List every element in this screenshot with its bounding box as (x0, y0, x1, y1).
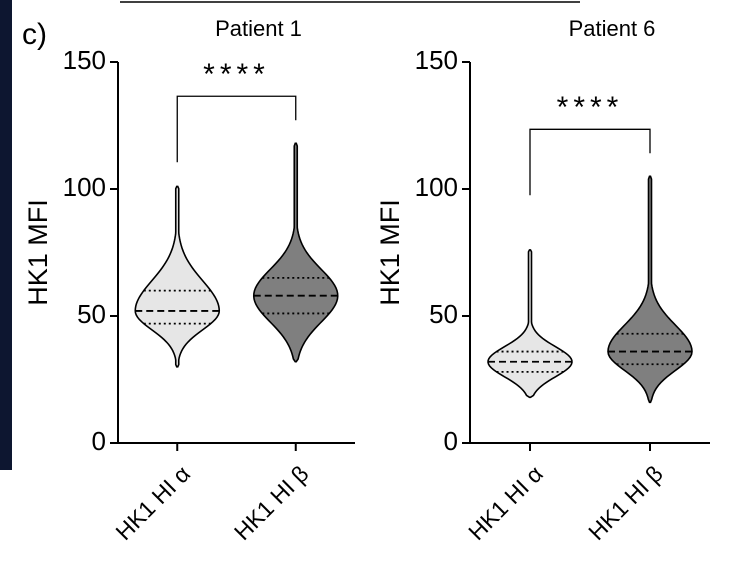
y-tick-label: 0 (92, 426, 106, 456)
y-tick-label: 100 (63, 172, 106, 202)
y-tick-label: 0 (444, 426, 458, 456)
chart-title: Patient 6 (569, 16, 656, 41)
significance-stars: **** (203, 58, 270, 91)
significance-bracket (177, 96, 296, 162)
image-strip (0, 0, 12, 470)
chart-title: Patient 1 (215, 16, 302, 41)
y-tick-label: 50 (77, 299, 106, 329)
x-tick-label: HK1 HI β (229, 460, 314, 545)
violin (488, 250, 572, 397)
x-tick-label: HK1 HI α (110, 460, 195, 545)
y-tick-label: 150 (63, 45, 106, 75)
y-axis-label: HK1 MFI (23, 199, 53, 306)
violin (254, 143, 338, 361)
figure: c) Patient 1 HK1 MFI 0 50 100 150 HK1 HI α HK1 … (0, 0, 735, 570)
y-axis-label: HK1 MFI (375, 199, 405, 306)
significance-stars: **** (557, 91, 624, 124)
violin (608, 176, 692, 402)
y-tick-label: 100 (415, 172, 458, 202)
x-tick-label: HK1 HI α (463, 460, 548, 545)
y-tick-label: 50 (429, 299, 458, 329)
y-tick-label: 150 (415, 45, 458, 75)
violin (135, 186, 219, 366)
significance-bracket (530, 129, 650, 195)
x-tick-label: HK1 HI β (583, 460, 668, 545)
panel-label: c) (22, 18, 47, 51)
